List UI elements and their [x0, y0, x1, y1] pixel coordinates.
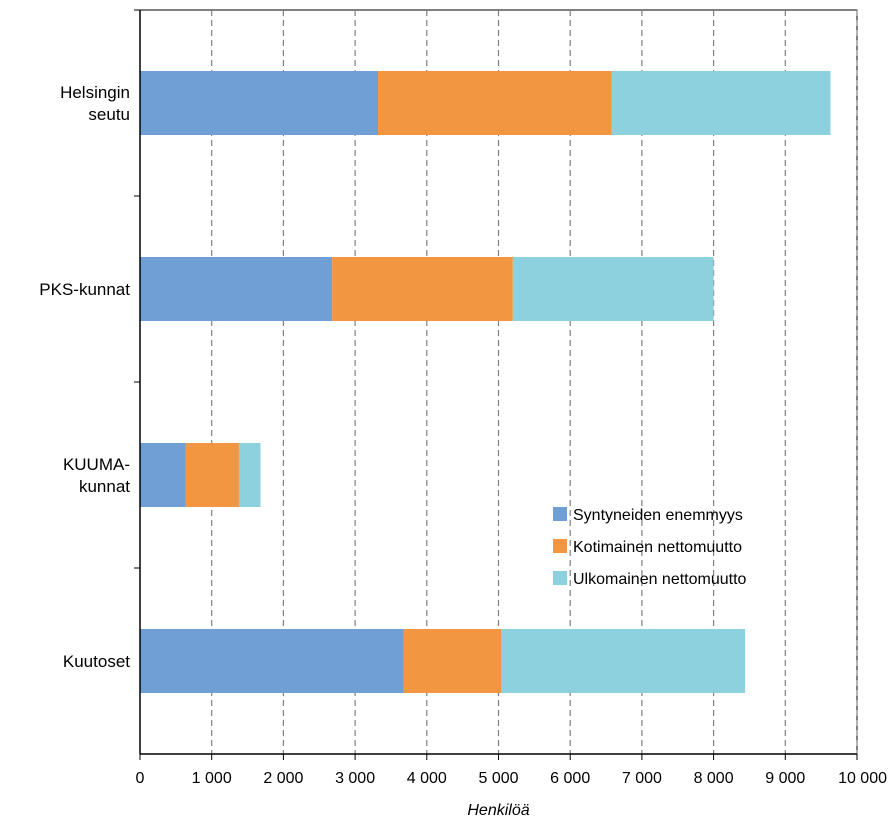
legend: Syntyneiden enemmyys Kotimainen nettomuut…	[553, 507, 747, 588]
legend-swatch	[553, 507, 567, 521]
legend-label: Kotimainen nettomuutto	[573, 539, 742, 556]
legend-label: Ulkomainen nettomuutto	[573, 571, 747, 588]
bar-segment	[332, 257, 513, 321]
bar-segment	[238, 443, 261, 507]
x-tick-label: 3 000	[335, 770, 375, 787]
x-tick-label: 6 000	[550, 770, 590, 787]
axes	[134, 9, 858, 760]
x-tick-label: 1 000	[192, 770, 232, 787]
category-labels: Helsingin seutu PKS-kunnat KUUMA-kunnat Kuut…	[39, 83, 130, 671]
x-tick-label: 5 000	[478, 770, 518, 787]
legend-label: Syntyneiden enemmyys	[573, 507, 743, 524]
legend-swatch	[553, 571, 567, 585]
category-label: Helsingin	[60, 83, 130, 102]
bar-segment	[140, 629, 404, 693]
category-label: PKS-kunnat	[39, 280, 130, 299]
legend-swatch	[553, 539, 567, 553]
bar-segment	[512, 257, 714, 321]
bar-segment	[501, 629, 746, 693]
category-label: KUUMA-	[63, 455, 130, 474]
bar-segment	[140, 71, 379, 135]
bar-segment	[403, 629, 502, 693]
bar-segment	[140, 443, 186, 507]
x-tick-label: 8 000	[694, 770, 734, 787]
x-tick-labels: 0 1 000 2 000 3 000 4 000 5 000 6 000 7 000 8 00…	[136, 770, 888, 787]
bar-segment	[378, 71, 612, 135]
bar-segment	[185, 443, 239, 507]
category-label: kunnat	[79, 477, 130, 496]
bar-segment	[611, 71, 831, 135]
x-tick-label: 0	[136, 770, 145, 787]
x-tick-label: 2 000	[263, 770, 303, 787]
bars	[140, 71, 831, 693]
x-tick-label: 7 000	[622, 770, 662, 787]
bar-segment	[140, 257, 333, 321]
x-axis-title: Henkilöä	[467, 802, 529, 819]
x-tick-label: 9 000	[765, 770, 805, 787]
category-label: seutu	[88, 105, 130, 124]
x-tick-label: 10 000	[838, 770, 887, 787]
x-tick-label: 4 000	[407, 770, 447, 787]
category-label: Kuutoset	[63, 652, 130, 671]
